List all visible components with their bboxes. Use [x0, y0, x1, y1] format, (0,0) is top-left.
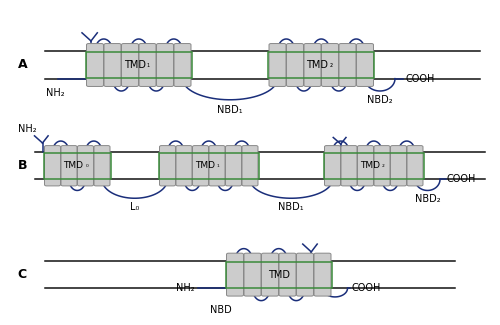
Text: NBD₁: NBD₁ [278, 202, 304, 212]
Text: ₁: ₁ [217, 162, 220, 168]
FancyBboxPatch shape [269, 44, 286, 86]
Text: ₀: ₀ [86, 162, 88, 168]
Text: NBD: NBD [210, 305, 232, 315]
Text: ₂: ₂ [329, 60, 332, 69]
Text: NBD₁: NBD₁ [217, 105, 243, 115]
FancyBboxPatch shape [122, 44, 138, 86]
FancyBboxPatch shape [78, 146, 94, 186]
Text: TMD: TMD [360, 161, 380, 170]
FancyBboxPatch shape [104, 44, 121, 86]
Text: B: B [18, 159, 27, 172]
FancyBboxPatch shape [176, 146, 192, 186]
FancyBboxPatch shape [209, 146, 225, 186]
FancyBboxPatch shape [262, 253, 278, 296]
FancyBboxPatch shape [356, 44, 374, 86]
FancyBboxPatch shape [324, 146, 340, 186]
FancyBboxPatch shape [226, 253, 244, 296]
Text: TMD: TMD [63, 161, 83, 170]
FancyBboxPatch shape [304, 44, 321, 86]
FancyBboxPatch shape [86, 44, 104, 86]
FancyBboxPatch shape [242, 146, 258, 186]
FancyBboxPatch shape [226, 146, 242, 186]
Text: NH₂: NH₂ [18, 124, 37, 134]
Text: TMD: TMD [268, 270, 290, 280]
FancyBboxPatch shape [390, 146, 406, 186]
Text: NH₂: NH₂ [46, 88, 64, 98]
FancyBboxPatch shape [322, 44, 338, 86]
FancyBboxPatch shape [160, 146, 176, 186]
Text: COOH: COOH [405, 74, 434, 84]
Text: TMD: TMD [124, 60, 146, 70]
FancyBboxPatch shape [156, 44, 174, 86]
FancyBboxPatch shape [296, 253, 314, 296]
FancyBboxPatch shape [374, 146, 390, 186]
FancyBboxPatch shape [61, 146, 77, 186]
Text: NBD₂: NBD₂ [367, 95, 393, 105]
FancyBboxPatch shape [44, 146, 60, 186]
Text: COOH: COOH [352, 283, 381, 293]
FancyBboxPatch shape [358, 146, 374, 186]
Text: A: A [18, 58, 27, 72]
FancyBboxPatch shape [286, 44, 304, 86]
Text: COOH: COOH [446, 175, 476, 184]
FancyBboxPatch shape [341, 146, 357, 186]
Text: ₁: ₁ [147, 60, 150, 69]
Text: NH₂: NH₂ [176, 283, 195, 293]
FancyBboxPatch shape [192, 146, 208, 186]
FancyBboxPatch shape [94, 146, 110, 186]
FancyBboxPatch shape [174, 44, 191, 86]
Text: L₀: L₀ [130, 202, 140, 212]
FancyBboxPatch shape [279, 253, 296, 296]
Text: C: C [18, 268, 26, 281]
FancyBboxPatch shape [244, 253, 261, 296]
Text: TMD: TMD [195, 161, 215, 170]
FancyBboxPatch shape [314, 253, 331, 296]
FancyBboxPatch shape [139, 44, 156, 86]
FancyBboxPatch shape [407, 146, 423, 186]
FancyBboxPatch shape [339, 44, 356, 86]
Text: TMD: TMD [306, 60, 328, 70]
Text: NBD₂: NBD₂ [414, 194, 440, 204]
Text: ₂: ₂ [382, 162, 384, 168]
